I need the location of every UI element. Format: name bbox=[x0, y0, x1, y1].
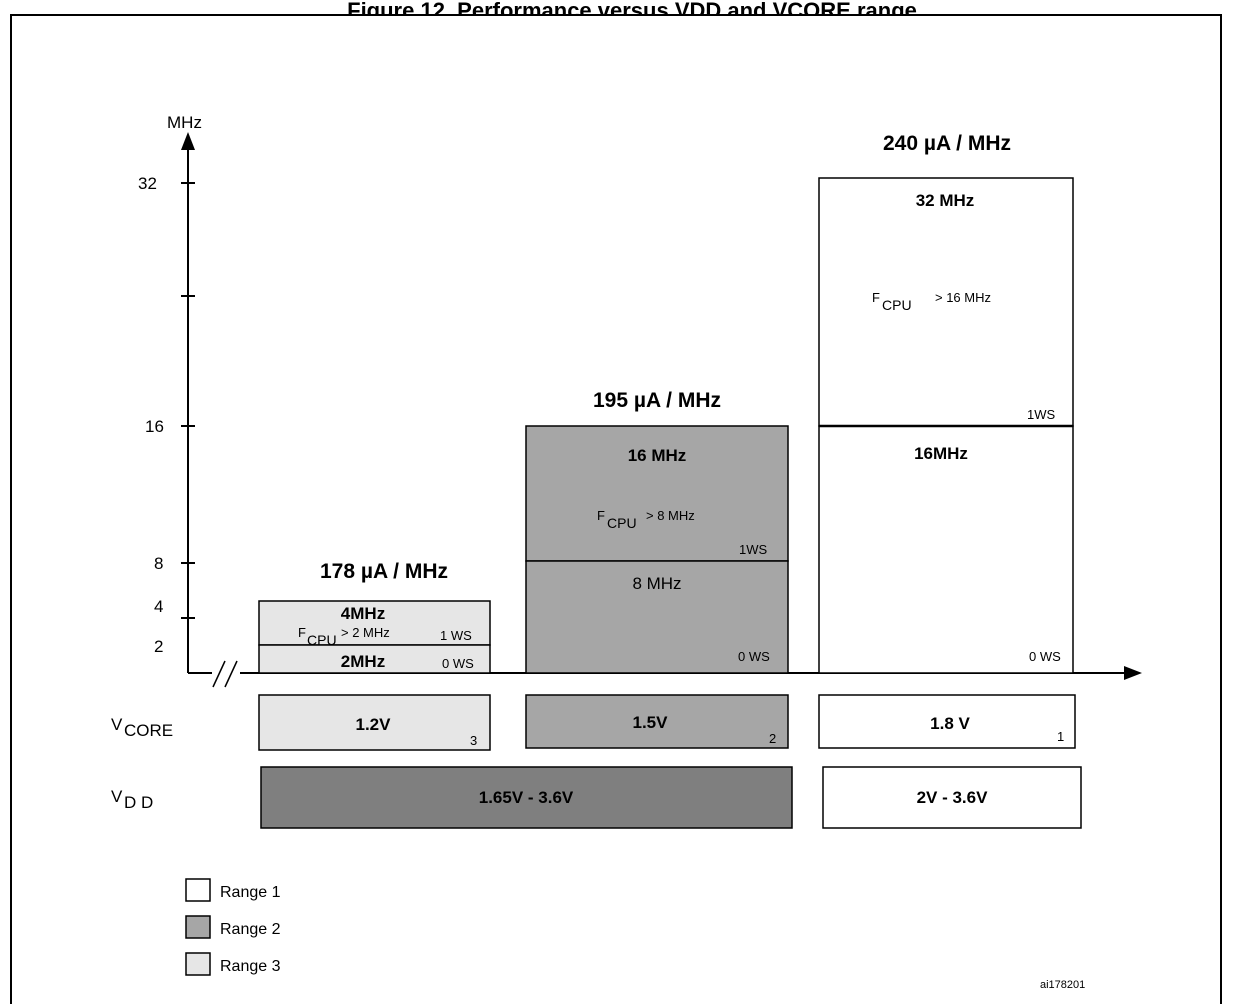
cond-sub: CPU bbox=[607, 515, 637, 531]
efficiency-range-2: 195 µA / MHz bbox=[593, 389, 721, 412]
cond-suffix: > 2 MHz bbox=[341, 625, 390, 640]
figure-frame: Figure 12. Performance versus VDD and VC… bbox=[10, 0, 1222, 1004]
x-axis-arrow-icon bbox=[1124, 666, 1142, 680]
vcore-value-range-3: 1.2V bbox=[356, 715, 392, 734]
vcore-box-range-1 bbox=[818, 694, 1076, 749]
efficiency-range-3: 178 µA / MHz bbox=[320, 560, 448, 583]
freq-16mhz: 16 MHz bbox=[628, 446, 687, 465]
freq-4mhz: 4MHz bbox=[341, 604, 385, 623]
legend: Range 1 Range 2 Range 3 bbox=[185, 878, 281, 976]
vcore-box-range-3 bbox=[258, 694, 491, 751]
legend-swatch-range-3 bbox=[185, 952, 211, 976]
y-label-16: 16 bbox=[145, 417, 164, 436]
vcore-value-range-2: 1.5V bbox=[633, 713, 669, 732]
vcore-label-main: V bbox=[111, 715, 123, 734]
freq-2mhz: 2MHz bbox=[341, 652, 385, 671]
efficiency-range-1: 240 µA / MHz bbox=[883, 132, 1011, 155]
vcore-range-number: 2 bbox=[769, 731, 776, 746]
block-range-3-lower bbox=[258, 644, 491, 674]
legend-label-range-3: Range 3 bbox=[220, 958, 281, 975]
vdd-label-sub: D D bbox=[124, 793, 153, 812]
column-range-3: 178 µA / MHz 4MHz F CPU > 2 MHz 1 WS 2MH… bbox=[258, 560, 491, 674]
y-axis-arrow-icon bbox=[181, 132, 195, 150]
y-label-32: 32 bbox=[138, 174, 157, 193]
cond-prefix: F bbox=[872, 290, 880, 305]
y-axis: MHz 32 16 8 4 2 bbox=[138, 113, 202, 673]
vdd-box-low bbox=[260, 766, 793, 829]
cond-prefix: F bbox=[597, 508, 605, 523]
freq-32mhz: 32 MHz bbox=[916, 191, 975, 210]
block-range-1-upper bbox=[818, 177, 1074, 427]
vdd-value-low: 1.65V - 3.6V bbox=[479, 788, 574, 807]
vcore-range-number: 1 bbox=[1057, 729, 1064, 744]
cond-suffix: > 16 MHz bbox=[935, 290, 991, 305]
vdd-row: V D D 1.65V - 3.6V 2V - 3.6V bbox=[111, 766, 1082, 829]
vcore-range-number: 3 bbox=[470, 733, 477, 748]
block-range-3-upper bbox=[258, 600, 491, 646]
block-range-1-lower bbox=[818, 425, 1074, 674]
vdd-label-main: V bbox=[111, 787, 123, 806]
y-axis-unit: MHz bbox=[167, 113, 202, 132]
vcore-row: V CORE 1.2V 3 1.5V 2 1.8 V 1 bbox=[111, 694, 1076, 751]
axis-break-icon bbox=[212, 660, 226, 688]
vcore-value-range-1: 1.8 V bbox=[930, 714, 970, 733]
cond-suffix: > 8 MHz bbox=[646, 508, 695, 523]
cond-prefix: F bbox=[298, 625, 306, 640]
cond-sub: CPU bbox=[882, 297, 912, 313]
vcore-box-range-2 bbox=[525, 694, 789, 749]
legend-label-range-1: Range 1 bbox=[220, 884, 281, 901]
block-range-2-lower bbox=[525, 560, 789, 674]
legend-label-range-2: Range 2 bbox=[220, 921, 281, 938]
ws-label: 1 WS bbox=[440, 628, 472, 643]
freq-16mhz-range1: 16MHz bbox=[914, 444, 968, 463]
column-range-1: 240 µA / MHz 32 MHz F CPU > 16 MHz 1WS 1… bbox=[818, 132, 1074, 674]
ws-label: 1WS bbox=[739, 542, 768, 557]
figure-id: ai178201 bbox=[1040, 979, 1085, 991]
ws-label: 0 WS bbox=[1029, 649, 1061, 664]
y-label-2: 2 bbox=[154, 637, 163, 656]
vcore-label-sub: CORE bbox=[124, 721, 173, 740]
legend-swatch-range-1 bbox=[185, 878, 211, 902]
figure-caption: Figure 12. Performance versus VDD and VC… bbox=[347, 0, 917, 14]
cond-sub: CPU bbox=[307, 632, 337, 648]
vdd-box-high bbox=[822, 766, 1082, 829]
ws-label: 0 WS bbox=[738, 649, 770, 664]
freq-8mhz: 8 MHz bbox=[632, 574, 681, 593]
legend-swatch-range-2 bbox=[185, 915, 211, 939]
ws-label: 1WS bbox=[1027, 407, 1056, 422]
ws-label: 0 WS bbox=[442, 656, 474, 671]
y-label-4: 4 bbox=[154, 597, 163, 616]
block-range-2-upper bbox=[525, 425, 789, 562]
vdd-value-high: 2V - 3.6V bbox=[917, 788, 989, 807]
column-range-2: 195 µA / MHz 16 MHz F CPU > 8 MHz 1WS 8 … bbox=[525, 389, 789, 674]
y-label-8: 8 bbox=[154, 554, 163, 573]
